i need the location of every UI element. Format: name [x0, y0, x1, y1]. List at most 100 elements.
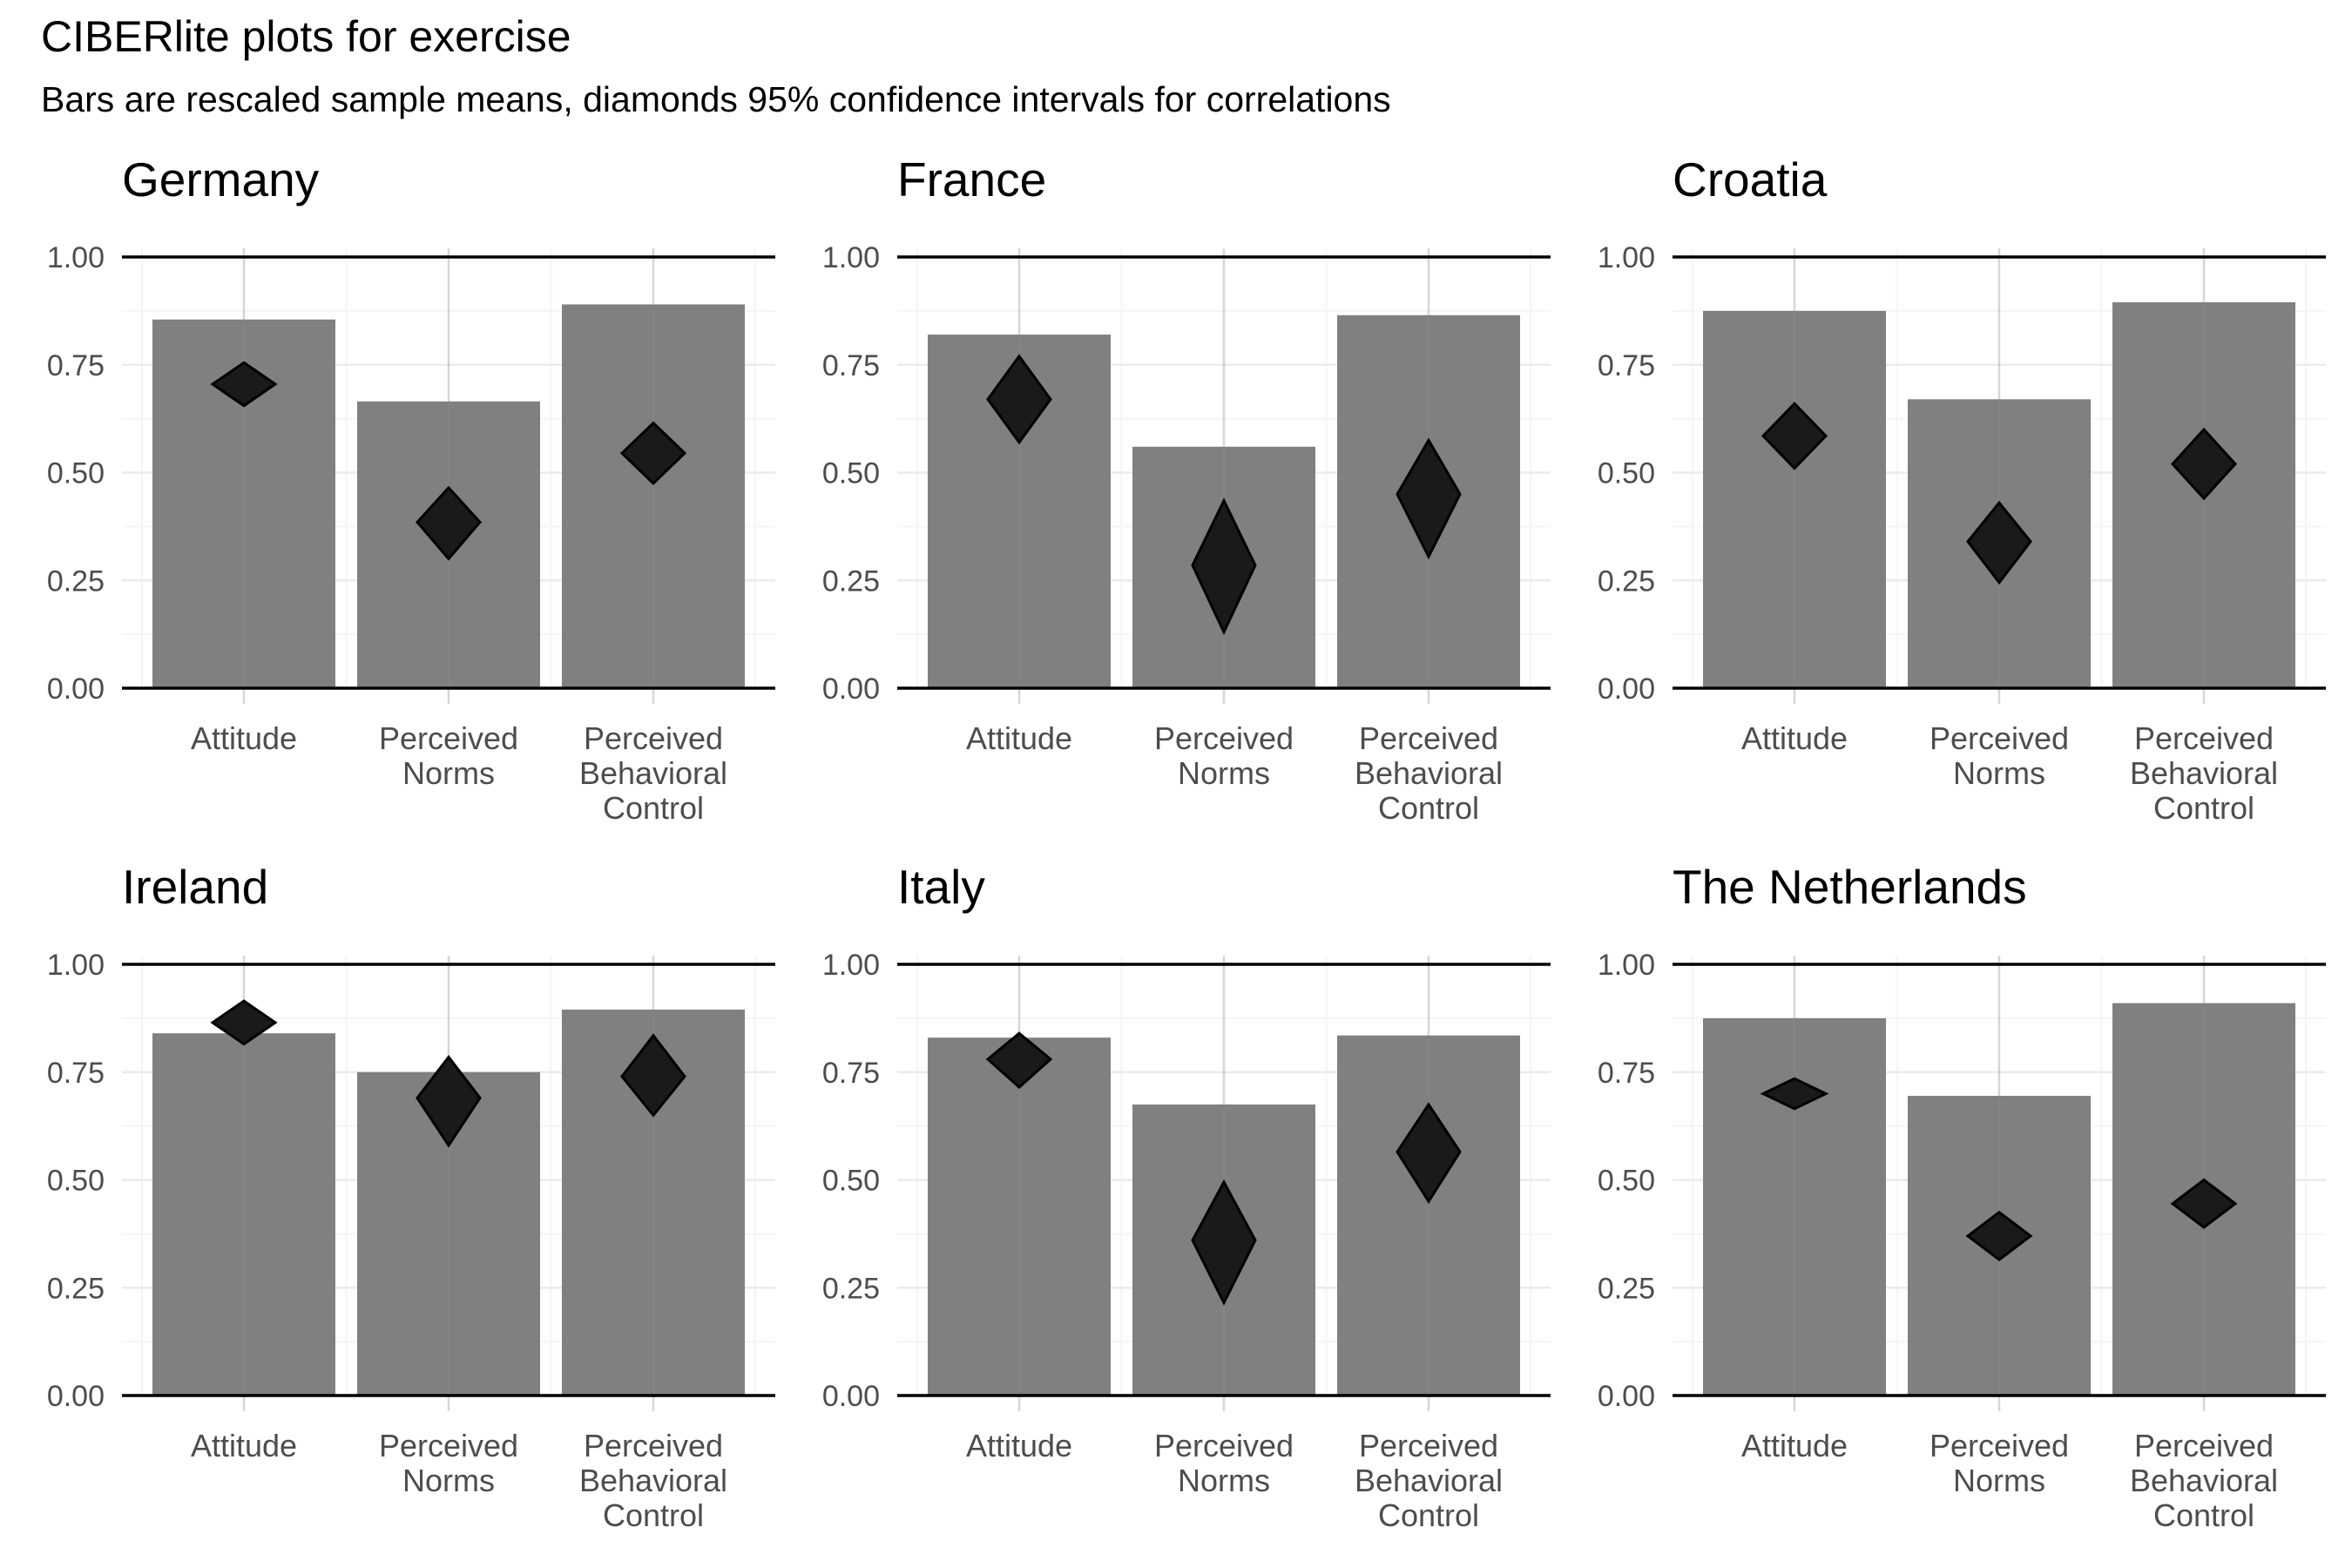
y-tick-label: 0.50: [1598, 457, 1655, 490]
x-tick-label-line: Perceived: [584, 1428, 723, 1463]
x-tick-label-line: Perceived: [1930, 720, 2069, 756]
x-tick-label-line: Perceived: [379, 1428, 518, 1463]
x-tick-label-line: Attitude: [191, 720, 297, 756]
x-tick-label-line: Norms: [1178, 1463, 1270, 1498]
y-tick-label: 1.00: [1598, 949, 1655, 982]
y-tick-label: 1.00: [47, 949, 105, 982]
y-tick-label: 0.25: [47, 1272, 105, 1305]
y-tick-label: 0.00: [1598, 672, 1655, 706]
y-tick-label: 0.75: [1598, 349, 1655, 382]
ci-diamond: [1965, 1210, 2033, 1261]
x-tick-label: Attitude: [966, 1428, 1072, 1463]
bar: [1703, 310, 1886, 688]
x-tick-label: Perceived Norms: [1930, 720, 2069, 791]
x-tick-label-line: Control: [1378, 790, 1479, 826]
x-tick-label: Attitude: [191, 720, 297, 756]
panel-title: Ireland: [122, 860, 268, 914]
y-tick-label: 0.25: [822, 564, 880, 598]
x-tick-label-line: Perceived: [2134, 720, 2274, 756]
ci-diamond: [1760, 1077, 1829, 1111]
x-tick-label-line: Perceived: [1359, 720, 1498, 756]
ci-diamond: [1966, 500, 2032, 585]
ci-diamond: [619, 421, 687, 485]
x-tick-label-line: Control: [1378, 1497, 1479, 1533]
ci-diamond: [986, 354, 1052, 445]
ci-diamond: [1191, 1179, 1257, 1306]
panel-france: France 0.00 0.25 0.50 0.75 1.00 Attitude Percei…: [822, 152, 1551, 826]
x-tick-label: Perceived Behavioral Control: [1355, 1428, 1503, 1533]
ci-diamond: [210, 361, 278, 408]
x-tick-label: Perceived Behavioral Control: [579, 1428, 727, 1533]
y-tick-label: 0.00: [47, 1380, 105, 1413]
panel-title: Germany: [122, 152, 320, 206]
panel-title: The Netherlands: [1673, 860, 2027, 914]
bar: [152, 1033, 335, 1396]
chart-title: CIBERlite plots for exercise: [41, 12, 571, 61]
panel-italy: Italy 0.00 0.25 0.50 0.75 1.00 Attitude Perceiv…: [822, 860, 1551, 1533]
ci-diamond: [1396, 1102, 1462, 1205]
x-tick-label-line: Behavioral: [2130, 755, 2278, 791]
panel-germany: Germany 0.00 0.25 0.50 0.75 1.00 Attitude Perce…: [47, 152, 775, 826]
ci-diamond: [416, 1054, 482, 1148]
y-tick-label: 0.00: [822, 1380, 880, 1413]
panel-ireland: Ireland 0.00 0.25 0.50 0.75 1.00 Attitude Perce…: [47, 860, 775, 1533]
x-tick-label-line: Control: [2153, 1497, 2254, 1533]
x-tick-label-line: Behavioral: [2130, 1463, 2278, 1498]
x-tick-label-line: Perceived: [1359, 1428, 1498, 1463]
panel-the-netherlands: The Netherlands 0.00 0.25 0.50 0.75 1.00 Attit…: [1598, 860, 2326, 1533]
x-tick-label: Perceived Behavioral Control: [2130, 720, 2278, 826]
x-tick-label: Attitude: [966, 720, 1072, 756]
x-tick-label-line: Perceived: [584, 720, 723, 756]
x-tick-label: Perceived Behavioral Control: [2130, 1428, 2278, 1533]
bar: [562, 304, 745, 688]
x-tick-label: Perceived Behavioral Control: [1355, 720, 1503, 826]
y-tick-label: 0.50: [1598, 1165, 1655, 1198]
y-tick-label: 0.00: [47, 672, 105, 706]
y-tick-label: 0.50: [822, 457, 880, 490]
x-tick-label-line: Control: [2153, 790, 2254, 826]
x-tick-label-line: Norms: [1953, 755, 2045, 791]
y-tick-label: 0.50: [47, 457, 105, 490]
x-tick-label: Perceived Norms: [1930, 1428, 2069, 1498]
panel-title: Croatia: [1673, 152, 1828, 206]
y-tick-label: 0.75: [47, 349, 105, 382]
x-tick-label-line: Norms: [402, 1463, 495, 1498]
y-tick-label: 0.00: [822, 672, 880, 706]
y-tick-label: 0.50: [47, 1165, 105, 1198]
x-tick-label: Perceived Norms: [379, 1428, 518, 1498]
x-tick-label-line: Behavioral: [1355, 755, 1503, 791]
x-tick-label: Perceived Norms: [1154, 1428, 1294, 1498]
y-tick-label: 0.00: [1598, 1380, 1655, 1413]
ci-diamond: [1191, 497, 1257, 636]
y-tick-label: 1.00: [822, 949, 880, 982]
panel-title: Italy: [897, 860, 985, 914]
x-tick-label: Attitude: [1741, 720, 1848, 756]
x-tick-label-line: Attitude: [1741, 720, 1848, 756]
ci-diamond: [210, 999, 278, 1046]
x-tick-label: Perceived Norms: [1154, 720, 1294, 791]
x-tick-label-line: Behavioral: [1355, 1463, 1503, 1498]
y-tick-label: 1.00: [47, 241, 105, 274]
x-tick-label-line: Perceived: [1930, 1428, 2069, 1463]
ci-diamond: [620, 1033, 686, 1118]
x-tick-label-line: Attitude: [966, 1428, 1072, 1463]
y-tick-label: 0.75: [1598, 1057, 1655, 1090]
ci-diamond: [1396, 437, 1462, 560]
y-tick-label: 0.50: [822, 1165, 880, 1198]
x-tick-label-line: Norms: [1178, 755, 1270, 791]
chart-subtitle: Bars are rescaled sample means, diamonds…: [41, 79, 1391, 119]
ci-diamond: [985, 1031, 1053, 1090]
x-tick-label-line: Control: [603, 1497, 704, 1533]
x-tick-label-line: Norms: [402, 755, 495, 791]
x-tick-label-line: Behavioral: [579, 1463, 727, 1498]
x-tick-label: Attitude: [191, 1428, 297, 1463]
y-tick-label: 1.00: [1598, 241, 1655, 274]
x-tick-label-line: Behavioral: [579, 755, 727, 791]
y-tick-label: 1.00: [822, 241, 880, 274]
y-tick-label: 0.25: [1598, 1272, 1655, 1305]
x-tick-label-line: Attitude: [1741, 1428, 1848, 1463]
x-tick-label: Attitude: [1741, 1428, 1848, 1463]
panels: Germany 0.00 0.25 0.50 0.75 1.00 Attitude Perce…: [47, 152, 2326, 1533]
bar: [928, 1037, 1111, 1396]
